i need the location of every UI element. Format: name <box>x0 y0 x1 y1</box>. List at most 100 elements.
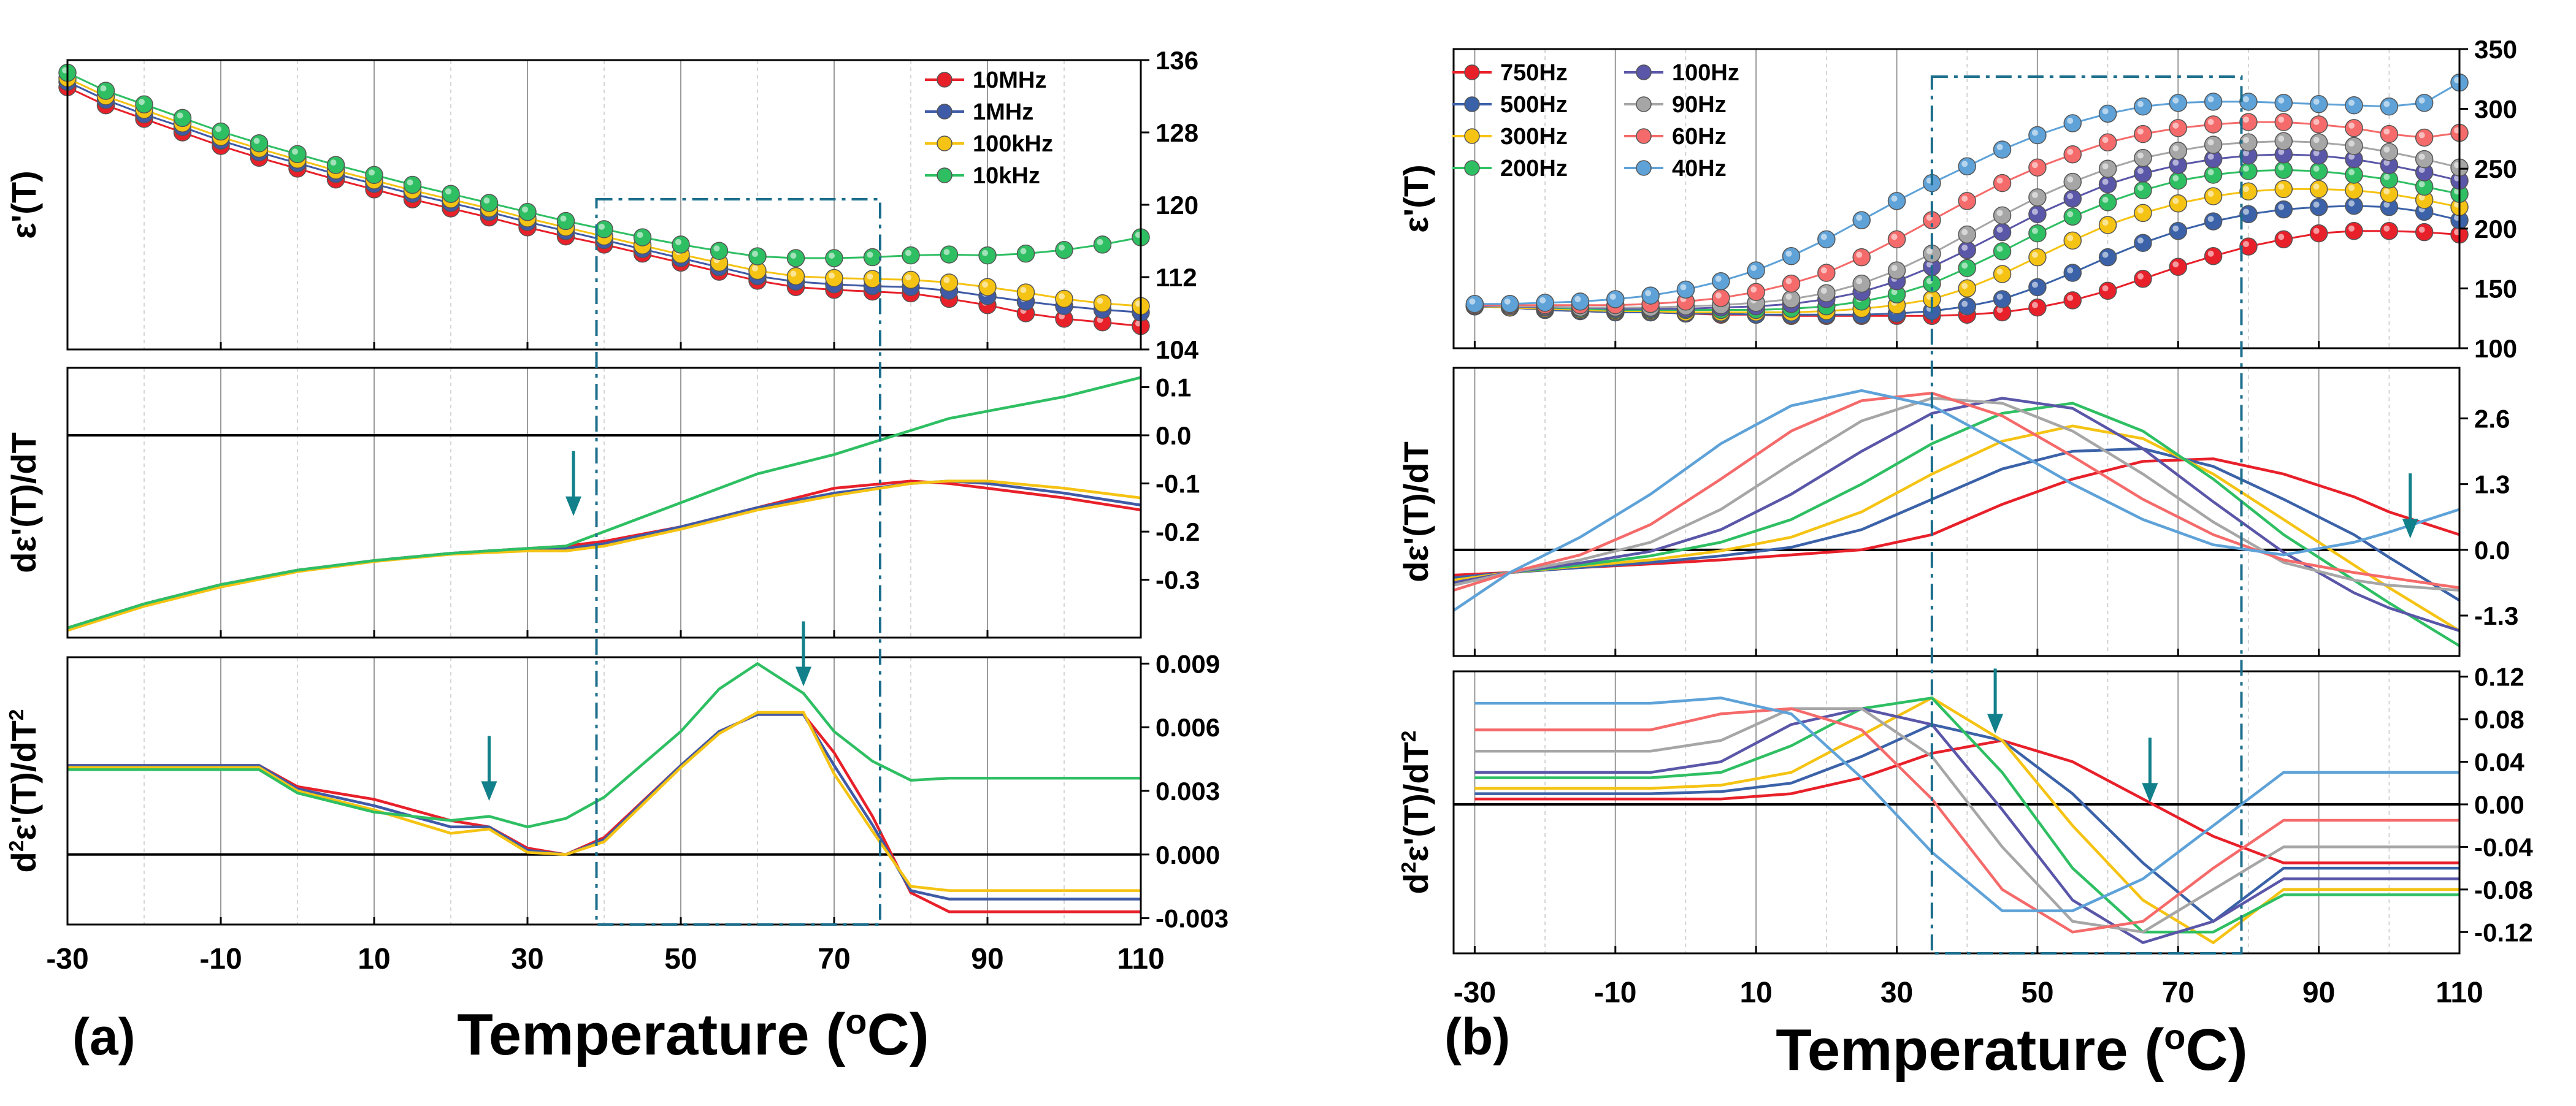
data-point-highlight <box>2031 302 2038 308</box>
data-point-highlight <box>1750 265 1757 272</box>
x-tick-label: 70 <box>2162 977 2195 1009</box>
data-point-highlight <box>2067 211 2074 218</box>
series-line-300Hz <box>1453 424 2461 632</box>
series-line-60Hz <box>1474 707 2459 934</box>
data-point-highlight <box>1996 177 2003 184</box>
data-point-highlight <box>1961 195 1968 202</box>
x-tick-label: 30 <box>1880 977 1913 1009</box>
data-point-highlight <box>2348 99 2355 106</box>
data-point-60Hz <box>1993 174 2012 193</box>
subplot-d2: -0.12-0.08-0.040.000.040.080.12d2ε'(T)/d… <box>1397 663 2533 955</box>
data-point-100kHz <box>1055 289 1073 308</box>
data-point-highlight <box>2207 216 2214 223</box>
legend-item-60Hz: 60Hz <box>1624 124 1727 150</box>
data-point-highlight <box>2067 148 2074 155</box>
data-point-90Hz <box>2274 132 2293 151</box>
data-point-highlight <box>2137 152 2144 159</box>
data-point-highlight <box>2137 185 2144 191</box>
data-point-500Hz <box>2028 278 2047 297</box>
data-point-highlight <box>2031 281 2038 288</box>
data-point-highlight <box>2172 197 2179 204</box>
legend-item-750Hz: 750Hz <box>1452 60 1568 86</box>
data-point-highlight <box>2172 159 2179 166</box>
data-point-40Hz <box>1641 286 1660 305</box>
data-point-90Hz <box>1817 284 1836 302</box>
data-point-highlight <box>1996 245 2003 252</box>
data-point-60Hz <box>2415 128 2434 147</box>
series-line-40Hz <box>1474 696 2459 912</box>
data-point-highlight <box>1891 234 1898 240</box>
subplot-d1-gridlines <box>1474 368 2390 656</box>
series-line-500Hz <box>1474 723 2459 923</box>
x-tick-label: 50 <box>2021 977 2053 1009</box>
y-tick-label: 0.0 <box>2474 536 2510 565</box>
x-axis-title-b-sup: o <box>2164 1018 2185 1057</box>
y-axis-label-part: d <box>4 852 43 872</box>
data-point-highlight <box>2242 137 2249 143</box>
data-point-300Hz <box>1993 265 2012 283</box>
data-point-500Hz <box>1958 297 1976 316</box>
legend-marker <box>1464 160 1480 176</box>
data-point-40Hz <box>2345 96 2363 115</box>
data-point-highlight <box>1820 288 1827 294</box>
series-line-750Hz <box>1474 739 2459 864</box>
data-point-highlight <box>522 206 528 213</box>
legend-item-300Hz: 300Hz <box>1452 124 1568 150</box>
y-tick-label: 0.0 <box>1156 421 1191 450</box>
annotation-arrow <box>2142 738 2158 803</box>
data-point-40Hz <box>1536 294 1554 312</box>
data-point-40Hz <box>2028 126 2047 145</box>
series-line-100Hz <box>1474 707 2459 945</box>
data-point-10kHz <box>940 245 959 264</box>
y-axis-label-part: d <box>1397 873 1435 894</box>
x-tick-label: 90 <box>971 943 1003 975</box>
data-point-40Hz <box>1887 192 1906 210</box>
data-point-100kHz <box>1016 283 1035 302</box>
data-point-750Hz <box>2274 230 2293 249</box>
data-point-highlight <box>2172 261 2179 268</box>
data-point-10kHz <box>748 247 767 265</box>
y-tick-label: 250 <box>2474 154 2517 183</box>
data-point-highlight <box>829 253 835 259</box>
data-point-500Hz <box>2274 200 2293 219</box>
data-point-highlight <box>2418 167 2425 174</box>
data-point-highlight <box>2242 186 2249 193</box>
data-point-highlight <box>2137 168 2144 175</box>
data-point-highlight <box>675 238 681 245</box>
x-tick-label: 70 <box>818 943 850 975</box>
legend-item-100kHz: 100kHz <box>925 131 1053 157</box>
data-point-highlight <box>445 188 451 195</box>
data-point-60Hz <box>2063 145 2082 164</box>
data-point-highlight <box>2102 163 2109 170</box>
data-point-100Hz <box>2063 189 2082 208</box>
data-point-200Hz <box>2204 166 2223 184</box>
data-point-highlight <box>2102 219 2109 226</box>
legend-item-40Hz: 40Hz <box>1624 156 1727 181</box>
data-point-750Hz <box>2345 221 2363 240</box>
data-point-highlight <box>139 99 145 105</box>
legend-label: 300Hz <box>1500 124 1568 150</box>
y-axis-label: ε'(T) <box>1397 164 1435 232</box>
series-line-300Hz <box>1474 696 2459 945</box>
x-tick-label: 10 <box>358 943 390 975</box>
data-point-500Hz <box>2134 234 2152 252</box>
data-point-300Hz <box>2063 231 2082 250</box>
data-point-highlight <box>1680 284 1687 291</box>
data-point-10kHz <box>1055 241 1073 259</box>
data-point-highlight <box>2278 183 2285 190</box>
data-point-highlight <box>1891 195 1898 202</box>
data-point-highlight <box>2242 150 2249 156</box>
y-axis-label-sup: 2 <box>6 709 28 721</box>
data-point-100Hz <box>2098 175 2117 194</box>
data-point-90Hz <box>1887 261 1906 280</box>
data-point-highlight <box>1961 283 1968 289</box>
data-point-500Hz <box>2063 264 2082 282</box>
legend-marker <box>1636 96 1652 112</box>
y-tick-label: -1.3 <box>2474 601 2518 630</box>
y-tick-label: 104 <box>1156 335 1199 364</box>
data-point-60Hz <box>2134 124 2152 143</box>
data-point-highlight <box>2348 200 2355 207</box>
arrow-head <box>565 496 581 516</box>
legend-label: 40Hz <box>1672 156 1727 181</box>
